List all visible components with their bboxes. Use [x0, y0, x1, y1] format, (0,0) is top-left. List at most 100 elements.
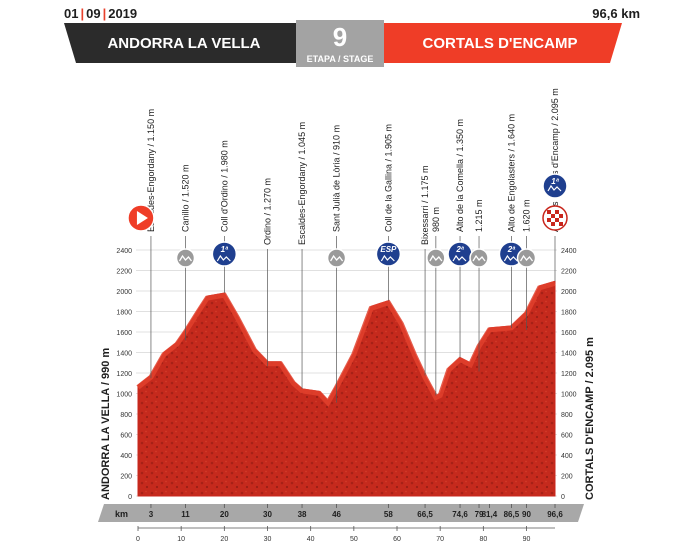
- y-axis-right: 0 200 400 600 800 1000 1200 1400 1600 1800 2000 220…: [561, 248, 577, 501]
- stage-number: 9: [333, 22, 347, 52]
- checker-square: [555, 210, 559, 214]
- left-axis-label: ANDORRA LA VELLA / 990 m: [100, 348, 112, 500]
- waypoint-label: Coll d'Ordino / 1.980 m: [219, 140, 229, 232]
- date-separator: |: [80, 6, 85, 21]
- y-tick-label: 1400: [561, 351, 577, 358]
- y-tick-label: 400: [561, 453, 573, 460]
- y-tick-label: 2400: [116, 248, 132, 255]
- mountain-glyph: [547, 184, 562, 192]
- y-tick-label: 1200: [116, 371, 132, 378]
- waypoint-label: Alto de la Comella / 1.350 m: [455, 119, 465, 232]
- y-tick-label: 1800: [561, 310, 577, 317]
- climb-category-label: 1ª: [221, 245, 229, 254]
- waypoint-label: Canillo / 1.520 m: [180, 164, 190, 232]
- header-start-panel: [64, 23, 296, 63]
- play-glyph: [136, 211, 148, 225]
- km-marker-label: 58: [384, 510, 393, 519]
- sprint-icon: [469, 248, 489, 268]
- km-bar-band: [98, 504, 584, 522]
- x-axis: 0 10 20 30 40 50 60 70 80 90: [136, 526, 555, 543]
- climb-category-label: 1ª: [551, 177, 559, 186]
- waypoint-label: Escaldes-Engordany / 1.150 m: [146, 109, 156, 232]
- stage-distance: 96,6 km: [592, 6, 640, 21]
- km-marker-label: 11: [181, 510, 190, 519]
- x-tick-label: 0: [136, 536, 140, 543]
- km-marker-label: 38: [298, 510, 307, 519]
- checker-square: [547, 210, 551, 214]
- y-tick-label: 0: [128, 494, 132, 501]
- y-tick-label: 1400: [116, 351, 132, 358]
- y-tick-label: 200: [561, 474, 573, 481]
- y-tick-label: 1800: [116, 310, 132, 317]
- mountain-glyph: [472, 254, 486, 262]
- x-tick-label: 50: [350, 536, 358, 543]
- y-axis-left: 0 200 400 600 800 1000 1200 1400 1600 1800 2000 220…: [116, 248, 132, 501]
- start-name: ANDORRA LA VELLA: [107, 35, 260, 52]
- finish-name: CORTALS D'ENCAMP: [423, 35, 578, 52]
- km-marker-label: 74,6: [452, 510, 468, 519]
- waypoint-label: 1.215 m: [474, 199, 484, 232]
- waypoint-labels: Escaldes-Engordany / 1.150 m Canillo / 1.…: [146, 88, 560, 245]
- y-tick-label: 600: [561, 433, 573, 440]
- y-tick-label: 2400: [561, 248, 577, 255]
- mountain-glyph: [452, 254, 467, 262]
- checker-square: [555, 218, 559, 222]
- right-axis-label: CORTALS D'ENCAMP / 2.095 m: [584, 337, 596, 500]
- climb-category-icon: [542, 173, 568, 199]
- date-separator: |: [102, 6, 107, 21]
- y-tick-label: 600: [120, 433, 132, 440]
- x-tick-label: 40: [307, 536, 315, 543]
- mountain-glyph: [503, 254, 518, 262]
- km-marker-label: 81,4: [482, 510, 498, 519]
- waypoint-label: Ordino / 1.270 m: [263, 178, 273, 245]
- km-marker-label: 96,6: [547, 510, 563, 519]
- waypoint-label: Coll de la Gallina / 1.905 m: [383, 124, 393, 232]
- y-tick-label: 800: [120, 412, 132, 419]
- km-bar-label: km: [115, 509, 128, 519]
- checker-square: [547, 218, 551, 222]
- y-tick-label: 200: [120, 474, 132, 481]
- stage-label: ETAPA / STAGE: [307, 54, 374, 64]
- sprint-icon: [426, 248, 446, 268]
- km-marker-label: 46: [332, 510, 341, 519]
- km-marker-label: 86,5: [504, 510, 520, 519]
- header-finish-panel: [384, 23, 622, 63]
- checker-square: [559, 214, 563, 218]
- km-marker-label: 20: [220, 510, 229, 519]
- y-tick-label: 2200: [116, 269, 132, 276]
- sprint-icon: [516, 248, 537, 268]
- y-tick-label: 1600: [116, 330, 132, 337]
- y-tick-label: 1200: [561, 371, 577, 378]
- header-banner: ANDORRA LA VELLA 9 ETAPA / STAGE CORTALS…: [64, 20, 622, 67]
- waypoint-label: Alto Els Cortals d'Encamp / 2.095 m: [550, 88, 560, 232]
- y-tick-label: 800: [561, 412, 573, 419]
- checker-square: [551, 214, 555, 218]
- mountain-glyph: [380, 254, 395, 262]
- sprint-icon: [175, 248, 196, 268]
- y-tick-label: 400: [120, 453, 132, 460]
- x-tick-label: 80: [479, 536, 487, 543]
- y-tick-label: 1600: [561, 330, 577, 337]
- mountain-glyph: [216, 254, 231, 262]
- elevation-ridge: [136, 280, 556, 407]
- y-tick-label: 1000: [116, 392, 132, 399]
- sprint-icon: [326, 248, 347, 268]
- waypoint-label: 1.620 m: [522, 199, 532, 232]
- waypoint-label: Sant Julià de Lòria / 910 m: [332, 125, 342, 232]
- finish-flag-icon: [542, 205, 568, 231]
- x-tick-label: 60: [393, 536, 401, 543]
- y-tick-label: 2000: [561, 289, 577, 296]
- climb-category-label: 2ª: [455, 245, 464, 254]
- mountain-glyph: [519, 254, 534, 262]
- waypoint-label: Bixessarri / 1.175 m: [420, 165, 430, 245]
- climb-category-label: 2ª: [507, 245, 516, 254]
- elevation-profile: [137, 280, 556, 497]
- km-marker-label: 79: [475, 510, 484, 519]
- x-tick-label: 30: [264, 536, 272, 543]
- header-stage-panel: [296, 20, 384, 67]
- climb-category-label: ESP: [380, 245, 397, 254]
- elevation-area: [136, 280, 556, 497]
- mountain-glyph: [330, 254, 344, 262]
